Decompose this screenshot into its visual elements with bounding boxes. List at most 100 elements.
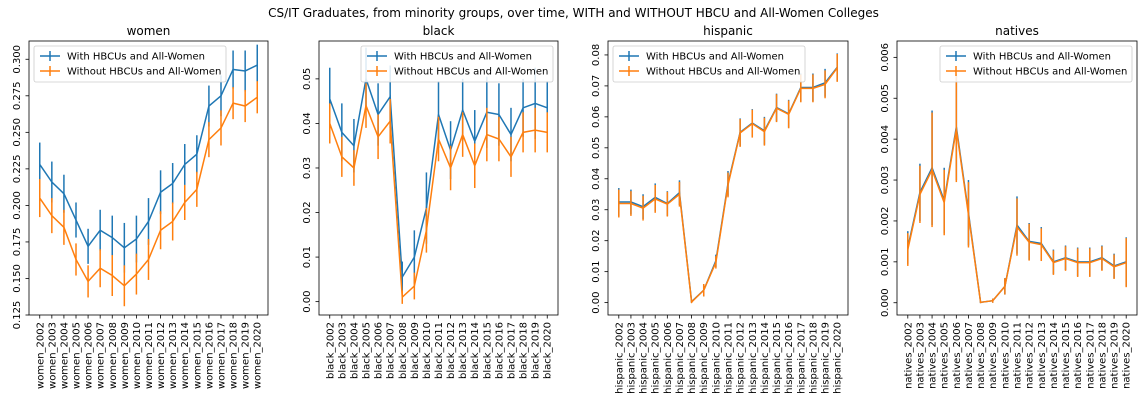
x-tick-label: black_2020 [543, 322, 554, 379]
x-tick-label: black_2011 [434, 322, 445, 379]
x-tick-label: natives_2019 [1110, 322, 1121, 389]
x-tick-label: women_2013 [168, 322, 179, 389]
x-tick-label: black_2005 [362, 322, 373, 379]
x-tick-label: black_2014 [470, 322, 481, 379]
x-tick-label: hispanic_2011 [724, 322, 735, 394]
y-tick-label: 0.150 [12, 264, 23, 293]
y-tick-label: 0.000 [880, 288, 891, 317]
x-tick-label: women_2017 [216, 322, 227, 389]
series-without [618, 54, 838, 304]
x-tick-label: women_2010 [132, 322, 143, 389]
legend-label: With HBCUs and All-Women [973, 52, 1111, 63]
panel-hispanic: hispanic 0.00 0.01 0.02 0.03 0.04 0.05 0.06 0.07… [591, 24, 849, 394]
y-tick-label: 0.01 [302, 246, 313, 268]
x-tick-label: black_2004 [349, 322, 360, 379]
x-tick-label: black_2002 [325, 322, 336, 379]
legend-box [33, 45, 227, 83]
x-tick-label: women_2014 [180, 322, 191, 389]
x-tick-label: women_2006 [84, 322, 95, 389]
x-tick-label: hispanic_2020 [833, 322, 844, 394]
y-tick-label: 0.125 [12, 301, 23, 330]
x-tick-label: black_2010 [422, 322, 433, 379]
legend-label: Without HBCUs and All-Women [646, 67, 800, 78]
legend: With HBCUs and All-Women Without HBCUs an… [33, 45, 227, 83]
y-tick-label: 0.250 [12, 118, 23, 147]
x-tick-label: natives_2007 [964, 322, 975, 389]
x-tick-label: natives_2012 [1025, 322, 1036, 389]
panel-natives: natives 0.000 0.001 0.002 0.003 0.004 0.005 0.0… [880, 24, 1138, 389]
series-without [329, 83, 548, 304]
y-tick-label: 0.006 [880, 43, 891, 72]
x-tick-label: natives_2016 [1073, 322, 1084, 389]
panel-title: natives [995, 24, 1039, 38]
y-tick-label: 0.300 [12, 45, 23, 74]
x-tick-label: hispanic_2015 [772, 322, 783, 394]
x-tick-label: hispanic_2010 [711, 322, 722, 394]
x-tick-label: black_2013 [458, 322, 469, 379]
x-tick-label: natives_2017 [1085, 322, 1096, 389]
x-tick-label: natives_2002 [903, 322, 914, 389]
x-tick-label: women_2018 [229, 322, 240, 389]
y-tick-label: 0.002 [880, 207, 891, 236]
y-tick-label: 0.05 [302, 68, 313, 90]
x-tick-label: hispanic_2016 [784, 322, 795, 394]
panel-title: hispanic [703, 24, 753, 38]
x-tick-label: natives_2015 [1061, 322, 1072, 389]
y-tick-label: 0.001 [880, 248, 891, 277]
x-tick-label: black_2003 [337, 322, 348, 379]
y-tick-label: 0.04 [591, 168, 602, 190]
x-tick-label: black_2009 [410, 322, 421, 379]
x-tick-label: hispanic_2019 [821, 322, 832, 394]
x-tick-label: women_2020 [253, 322, 264, 389]
x-tick-label: black_2019 [531, 322, 542, 379]
y-tick-label: 0.003 [880, 166, 891, 195]
y-tick-label: 0.05 [591, 137, 602, 159]
x-tick-label: natives_2014 [1049, 322, 1060, 389]
x-tick-label: natives_2020 [1122, 322, 1133, 389]
x-tick-label: hispanic_2013 [748, 322, 759, 394]
x-tick-label: black_2006 [374, 322, 385, 379]
legend: With HBCUs and All-Women Without HBCUs an… [939, 45, 1133, 83]
x-tick-label: women_2007 [96, 322, 107, 389]
y-tick-label: 0.200 [12, 191, 23, 220]
legend-box [360, 45, 554, 83]
y-tick-label: 0.03 [591, 199, 602, 221]
x-tick-label: black_2012 [446, 322, 457, 379]
x-tick-label: women_2003 [47, 322, 58, 389]
x-tick-label: women_2002 [35, 322, 46, 389]
y-tick-label: 0.03 [302, 157, 313, 179]
x-tick-label: black_2018 [519, 322, 530, 379]
x-tick-label: hispanic_2014 [760, 322, 771, 394]
x-tick-label: women_2005 [72, 322, 83, 389]
x-tick-label: natives_2018 [1097, 322, 1108, 389]
panel-women: women 0.125 0.150 0.175 0.200 0.225 0.250 0.275… [12, 24, 269, 389]
legend-label: Without HBCUs and All-Women [67, 67, 221, 78]
legend: With HBCUs and All-Women Without HBCUs an… [360, 45, 554, 83]
x-tick-label: black_2017 [506, 322, 517, 379]
y-tick-label: 0.275 [12, 81, 23, 110]
y-tick-label: 0.06 [591, 106, 602, 128]
y-tick-label: 0.01 [591, 261, 602, 283]
legend-label: With HBCUs and All-Women [646, 52, 784, 63]
series-with [39, 44, 258, 273]
x-tick-label: hispanic_2006 [663, 322, 674, 394]
x-tick-label: hispanic_2002 [614, 322, 625, 394]
x-tick-label: hispanic_2005 [651, 322, 662, 394]
legend-label: With HBCUs and All-Women [67, 52, 205, 63]
x-tick-label: hispanic_2004 [639, 322, 650, 394]
x-tick-label: natives_2008 [976, 322, 987, 389]
figure-title: CS/IT Graduates, from minority groups, o… [268, 6, 879, 20]
y-tick-label: 0.175 [12, 228, 23, 257]
x-tick-label: black_2016 [494, 322, 505, 379]
x-tick-label: women_2008 [108, 322, 119, 389]
x-tick-label: women_2009 [120, 322, 131, 389]
x-tick-label: black_2007 [386, 322, 397, 379]
x-tick-label: women_2016 [204, 322, 215, 389]
x-tick-label: natives_2004 [928, 322, 939, 389]
y-tick-label: 0.07 [591, 75, 602, 97]
x-tick-label: natives_2013 [1037, 322, 1048, 389]
x-tick-label: hispanic_2009 [699, 322, 710, 394]
x-tick-label: women_2012 [156, 322, 167, 389]
x-tick-label: women_2011 [144, 322, 155, 389]
